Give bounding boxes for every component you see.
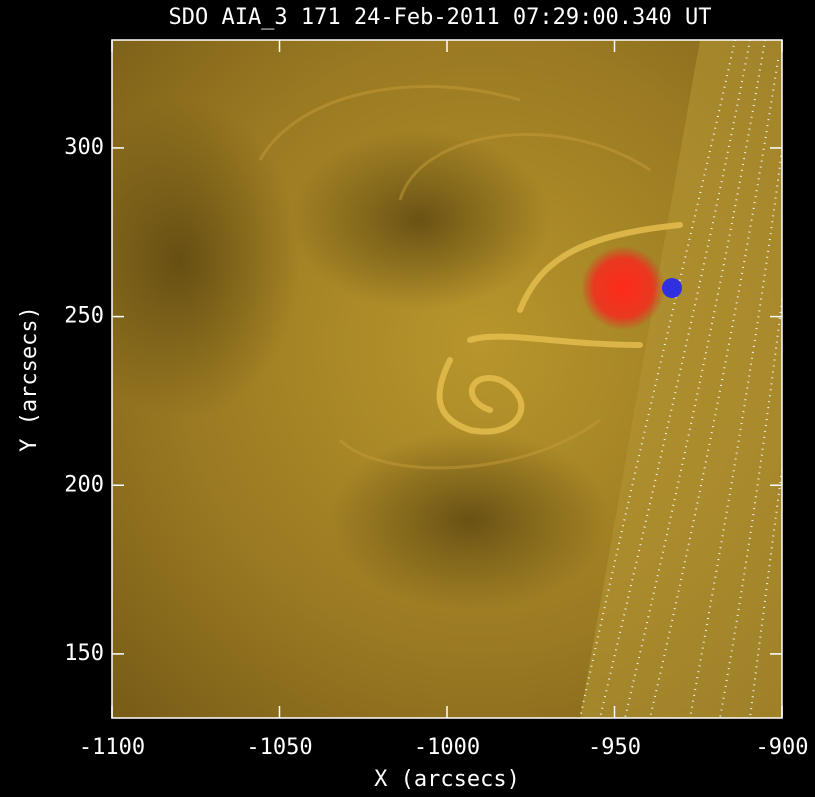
y-tick-label: 150 — [64, 641, 104, 666]
chart-title: SDO AIA_3 171 24-Feb-2011 07:29:00.340 U… — [168, 5, 711, 30]
x-tick-label: -1050 — [246, 735, 312, 760]
x-tick-label: -1000 — [414, 735, 480, 760]
y-tick-label: 300 — [64, 135, 104, 160]
x-tick-label: -900 — [756, 735, 809, 760]
chart: SDO AIA_3 171 24-Feb-2011 07:29:00.340 U… — [0, 0, 815, 797]
x-axis-label: X (arcsecs) — [374, 767, 520, 792]
x-tick-label: -1100 — [79, 735, 145, 760]
y-tick-label: 200 — [64, 472, 104, 497]
x-tick-label: -950 — [588, 735, 641, 760]
y-tick-label: 250 — [64, 304, 104, 329]
y-axis-label: Y (arcsecs) — [17, 306, 42, 452]
solar-image — [60, 40, 782, 718]
